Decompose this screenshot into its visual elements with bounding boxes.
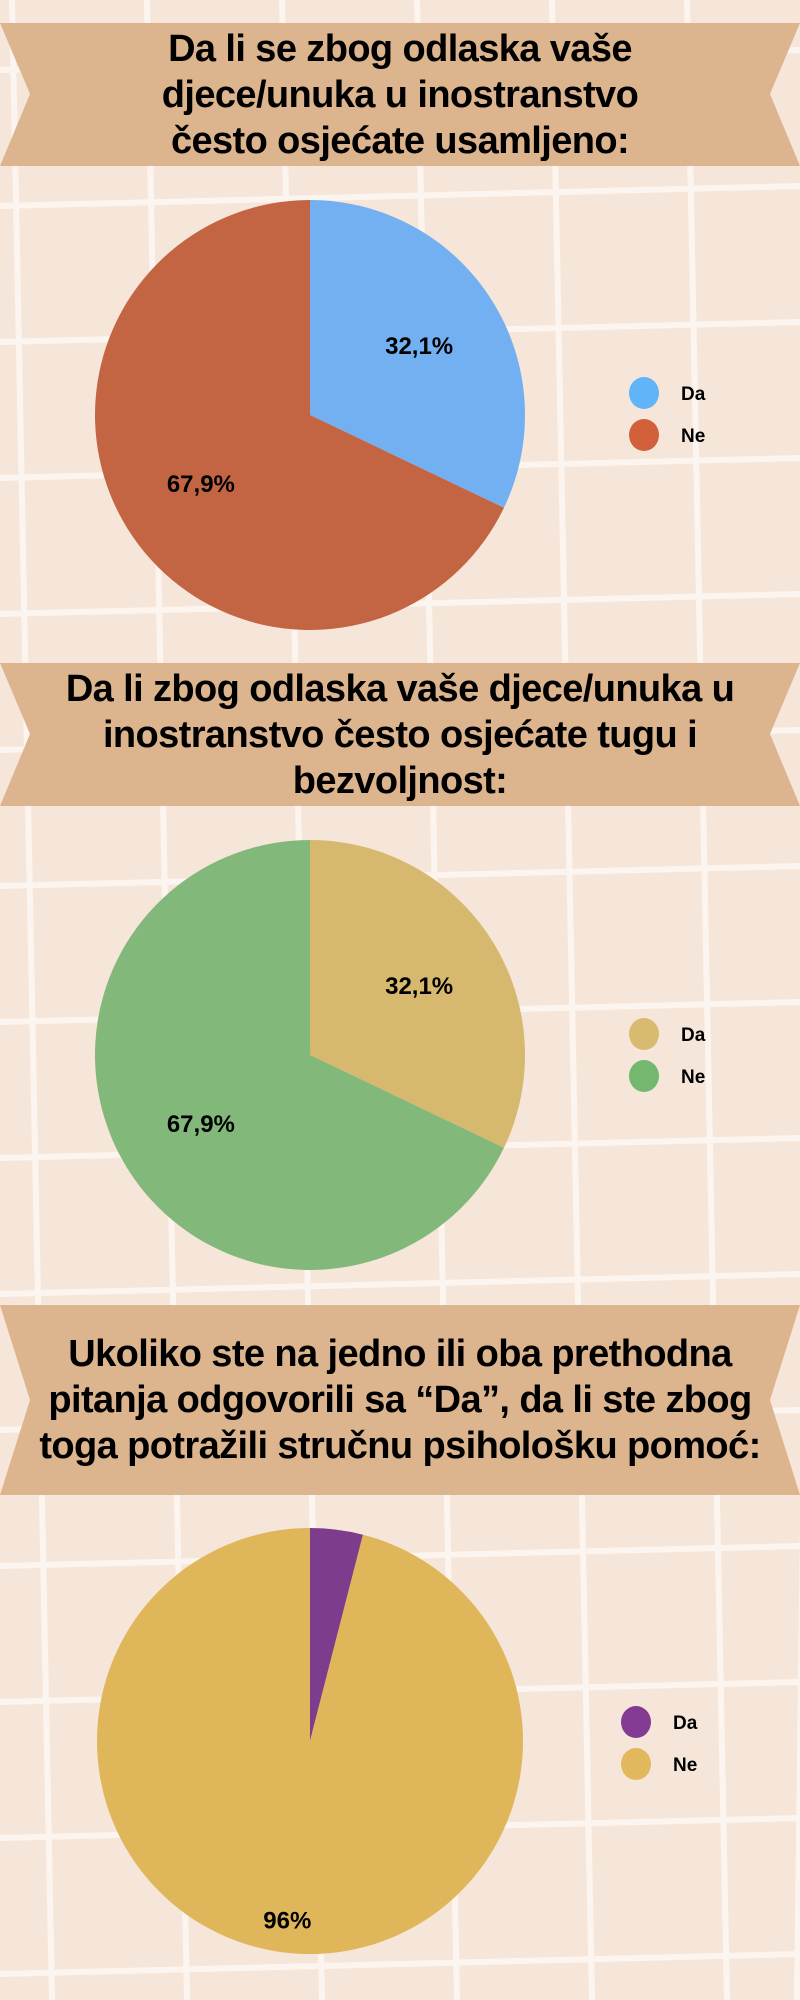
legend-label: Da	[681, 1025, 706, 1046]
chart-title: Da li zbog odlaska vaše djece/unuka u in…	[65, 667, 735, 802]
title-banner: Da li se zbog odlaska vaše djece/unuka u…	[0, 23, 800, 166]
slice-label: 32,1%	[385, 973, 453, 1000]
slice-label: 32,1%	[385, 333, 453, 360]
grid-line	[684, 0, 730, 2000]
legend-swatch	[629, 419, 659, 451]
ribbon-shape	[0, 663, 800, 806]
title-banner: Ukoliko ste na jedno ili oba prethodna p…	[0, 1305, 800, 1495]
pie-slice-ne	[97, 1528, 523, 1954]
title-banner: Da li zbog odlaska vaše djece/unuka u in…	[0, 663, 800, 806]
chart-title: Ukoliko ste na jedno ili oba prethodna p…	[39, 1333, 761, 1467]
pie-chart: 32,1% 67,9% Da Ne	[95, 840, 706, 1270]
legend-label: Da	[673, 1713, 698, 1734]
pie-slice-ne	[95, 840, 504, 1270]
slice-label: 67,9%	[167, 1111, 235, 1138]
grid-line	[9, 0, 55, 2000]
pie-slice-da	[310, 840, 525, 1148]
legend-label: Ne	[673, 1755, 697, 1776]
grid-line	[0, 1951, 800, 1977]
pie-slice-ne	[95, 200, 504, 630]
chart-section-sadness: Da li zbog odlaska vaše djece/unuka u in…	[0, 640, 800, 1300]
chart-title: Da li se zbog odlaska vaše djece/unuka u…	[161, 27, 639, 162]
grid-line	[0, 1271, 800, 1297]
legend-swatch	[629, 377, 659, 409]
legend-label: Ne	[681, 426, 705, 447]
pie-slice-da	[310, 200, 525, 508]
grid-line	[0, 183, 800, 209]
pie-chart: 32,1% 67,9% Da Ne	[95, 200, 706, 630]
ribbon-shape	[0, 23, 800, 166]
ribbon-shape	[0, 1305, 800, 1495]
grid-line	[549, 0, 595, 2000]
legend-swatch	[629, 1018, 659, 1050]
legend-swatch	[621, 1706, 651, 1738]
pie-chart: 96% Da Ne	[97, 1528, 698, 1954]
pie-slice-da	[310, 1528, 363, 1741]
slice-label: 96%	[263, 1908, 311, 1935]
legend-label: Da	[681, 384, 706, 405]
slice-label: 67,9%	[167, 471, 235, 498]
legend-swatch	[621, 1748, 651, 1780]
legend-swatch	[629, 1060, 659, 1092]
chart-section-loneliness: Da li se zbog odlaska vaše djece/unuka u…	[0, 0, 800, 660]
legend-label: Ne	[681, 1067, 705, 1088]
chart-section-psych-help: Ukoliko ste na jedno ili oba prethodna p…	[0, 1282, 800, 2000]
